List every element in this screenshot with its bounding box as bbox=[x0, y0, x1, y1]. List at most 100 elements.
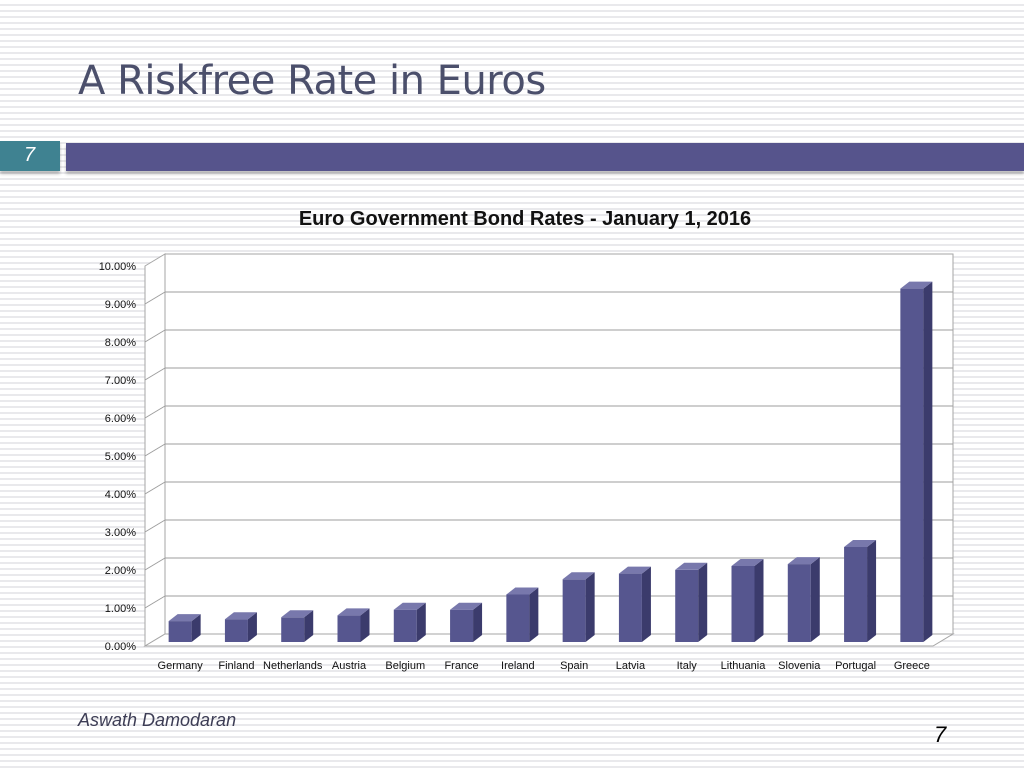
bar-side bbox=[923, 281, 933, 642]
slide-number-badge-text: 7 bbox=[24, 144, 36, 166]
gridline-side bbox=[144, 481, 166, 495]
bar-side bbox=[360, 608, 370, 642]
bar-front bbox=[168, 621, 192, 642]
y-tick-label: 9.00% bbox=[105, 299, 136, 311]
bar bbox=[562, 572, 595, 642]
y-axis: 0.00% 1.00% 2.00% 3.00% 4.00% 5.00% 6.00% 7.00%… bbox=[99, 261, 137, 653]
bar-front bbox=[787, 564, 811, 642]
y-tick-label: 2.00% bbox=[105, 565, 136, 577]
bar-front bbox=[450, 609, 474, 642]
bar-top bbox=[618, 566, 651, 574]
bar bbox=[450, 602, 483, 642]
gridline-side bbox=[144, 595, 166, 609]
bars bbox=[168, 281, 933, 642]
y-tick-label: 5.00% bbox=[105, 451, 136, 463]
bar-side bbox=[247, 612, 257, 642]
bar bbox=[393, 602, 426, 642]
bar bbox=[168, 614, 201, 642]
bar-top bbox=[787, 557, 820, 565]
bar-top bbox=[393, 602, 426, 610]
bar bbox=[787, 557, 820, 642]
chart-title: Euro Government Bond Rates - January 1, … bbox=[299, 208, 751, 230]
x-tick-label: Slovenia bbox=[778, 660, 821, 672]
bar-front bbox=[844, 547, 868, 642]
bar-top bbox=[900, 281, 933, 289]
footer-author: Aswath Damodaran bbox=[78, 710, 237, 730]
bar-top bbox=[168, 614, 201, 622]
y-tick-label: 6.00% bbox=[105, 413, 136, 425]
bar bbox=[618, 566, 651, 642]
bar-top bbox=[337, 608, 370, 616]
bar-front bbox=[731, 566, 755, 642]
bar-front bbox=[900, 288, 924, 642]
gridline-side bbox=[144, 519, 166, 533]
x-tick-label: Latvia bbox=[616, 660, 646, 672]
bar-side bbox=[641, 566, 651, 642]
bar-front bbox=[562, 579, 586, 642]
x-tick-label: France bbox=[444, 660, 478, 672]
bar-front bbox=[337, 615, 361, 642]
y-tick-label: 4.00% bbox=[105, 489, 136, 501]
y-tick-label: 0.00% bbox=[105, 641, 136, 653]
gridline-side bbox=[144, 405, 166, 419]
bar-top bbox=[450, 602, 483, 610]
bar-front bbox=[675, 569, 699, 642]
bar bbox=[506, 587, 539, 642]
bar-top bbox=[281, 610, 314, 618]
bar-side bbox=[754, 559, 764, 642]
bar-top bbox=[844, 540, 877, 547]
bar-side bbox=[473, 602, 483, 642]
bar bbox=[281, 610, 314, 642]
gridline-side bbox=[144, 367, 166, 381]
bar-side bbox=[416, 602, 426, 642]
slide-title: A Riskfree Rate in Euros bbox=[78, 58, 546, 104]
title-underline-bar bbox=[66, 143, 1024, 171]
x-tick-label: Germany bbox=[158, 660, 204, 672]
x-tick-label: Belgium bbox=[385, 660, 425, 672]
bar-front bbox=[224, 619, 248, 642]
bar-side bbox=[304, 610, 314, 642]
bar-top bbox=[506, 587, 539, 595]
gridlines bbox=[144, 291, 953, 609]
bar bbox=[844, 540, 877, 642]
x-tick-label: Spain bbox=[560, 660, 588, 672]
footer-page-number: 7 bbox=[934, 722, 947, 747]
chart-walls bbox=[143, 253, 955, 647]
bar-top bbox=[675, 562, 708, 570]
y-tick-label: 3.00% bbox=[105, 527, 136, 539]
bar-front bbox=[281, 617, 305, 642]
bar-top bbox=[731, 559, 764, 566]
bar-top bbox=[224, 612, 257, 620]
bar-side bbox=[529, 587, 539, 642]
bar-top bbox=[562, 572, 595, 580]
x-tick-label: Portugal bbox=[835, 660, 876, 672]
y-tick-label: 10.00% bbox=[99, 261, 137, 273]
x-tick-label: Lithuania bbox=[721, 660, 767, 672]
y-tick-label: 7.00% bbox=[105, 375, 136, 387]
bar-front bbox=[506, 594, 530, 642]
y-tick-label: 1.00% bbox=[105, 603, 136, 615]
gridline-side bbox=[144, 291, 166, 305]
y-tick-label: 8.00% bbox=[105, 337, 136, 349]
x-tick-label: Finland bbox=[218, 660, 254, 672]
gridline-side bbox=[144, 329, 166, 343]
gridline-side bbox=[144, 557, 166, 571]
bar-side bbox=[810, 557, 820, 642]
slide-number-badge: 7 bbox=[0, 141, 60, 171]
bar bbox=[675, 562, 708, 642]
bar bbox=[224, 612, 257, 642]
bar-side bbox=[867, 540, 877, 642]
gridline-side bbox=[144, 443, 166, 457]
bar-front bbox=[393, 609, 417, 642]
x-tick-label: Ireland bbox=[501, 660, 535, 672]
bar bbox=[731, 559, 764, 642]
x-tick-label: Italy bbox=[677, 660, 698, 672]
x-axis: Germany Finland Netherlands Austria Belgium F… bbox=[158, 660, 930, 672]
x-tick-label: Greece bbox=[894, 660, 930, 672]
bar-side bbox=[191, 614, 201, 642]
bar-side bbox=[585, 572, 595, 642]
x-tick-label: Austria bbox=[332, 660, 367, 672]
floor bbox=[143, 633, 955, 647]
bar-front bbox=[618, 573, 642, 642]
